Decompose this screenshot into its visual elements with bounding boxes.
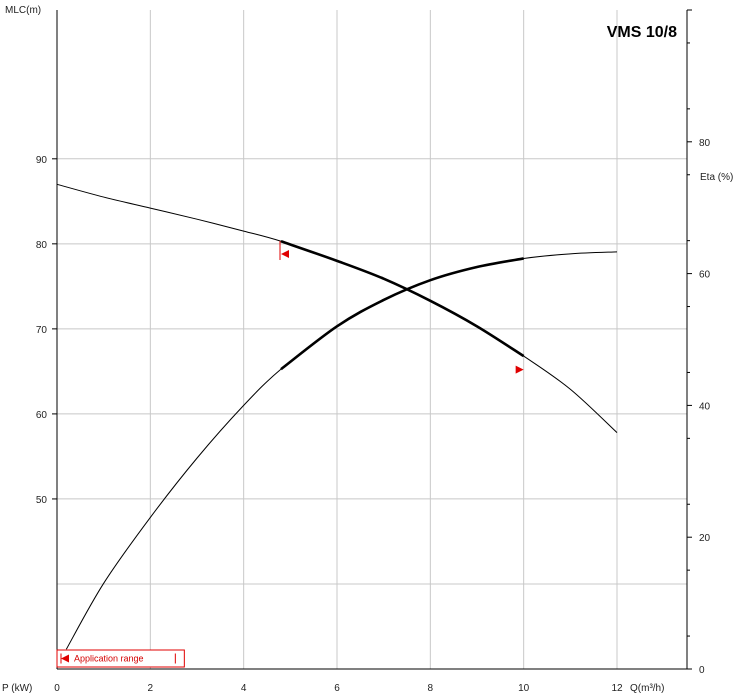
tick-labels: 0 2 4 6 8 10 12 50 60 70 80 90 0 20 40 60 80 — [36, 9, 711, 694]
range-markers — [279, 241, 524, 374]
head-curve-operating-range — [280, 240, 525, 358]
x-tick-label: 2 — [148, 683, 154, 694]
y-left-tick-label: 60 — [36, 410, 48, 421]
power-axis-label: P (kW) — [2, 683, 32, 694]
y-right-tick-label: 60 — [699, 270, 711, 281]
application-range-frame — [56, 649, 185, 668]
x-tick-label: 0 — [54, 683, 60, 694]
x-tick-label: 6 — [334, 683, 340, 694]
application-range-arrow-icon — [61, 654, 69, 663]
range-start-arrow-icon — [281, 250, 289, 259]
chart-title: VMS 10/8 — [607, 24, 677, 41]
y-axis-right-label: Eta (%) — [700, 172, 733, 183]
y-left-tick-label: 90 — [36, 155, 48, 166]
grid — [57, 10, 687, 669]
x-tick-label: 12 — [611, 683, 623, 694]
y-right-tick-label: 80 — [699, 138, 711, 149]
y-right-tick-label: 20 — [699, 533, 711, 544]
y-left-tick-label: 70 — [36, 325, 48, 336]
y-left-tick-label: 80 — [36, 240, 48, 251]
x-tick-label: 8 — [428, 683, 434, 694]
application-range-box: Application range — [56, 649, 185, 668]
x-tick-label: 4 — [241, 683, 247, 694]
x-axis-label: Q(m³/h) — [630, 683, 664, 694]
axes — [56, 10, 688, 670]
y-right-tick-label: 0 — [699, 665, 705, 676]
efficiency-curve-operating-range — [280, 257, 524, 371]
y-left-tick-label: 50 — [36, 495, 48, 506]
range-end-arrow-icon — [515, 365, 524, 374]
curves — [56, 183, 618, 650]
y-axis-left-label: MLC(m) — [5, 5, 41, 16]
y-right-tick-label: 40 — [699, 401, 711, 412]
application-range-label: Application range — [74, 654, 144, 664]
efficiency-curve — [65, 251, 618, 650]
x-tick-label: 10 — [518, 683, 530, 694]
